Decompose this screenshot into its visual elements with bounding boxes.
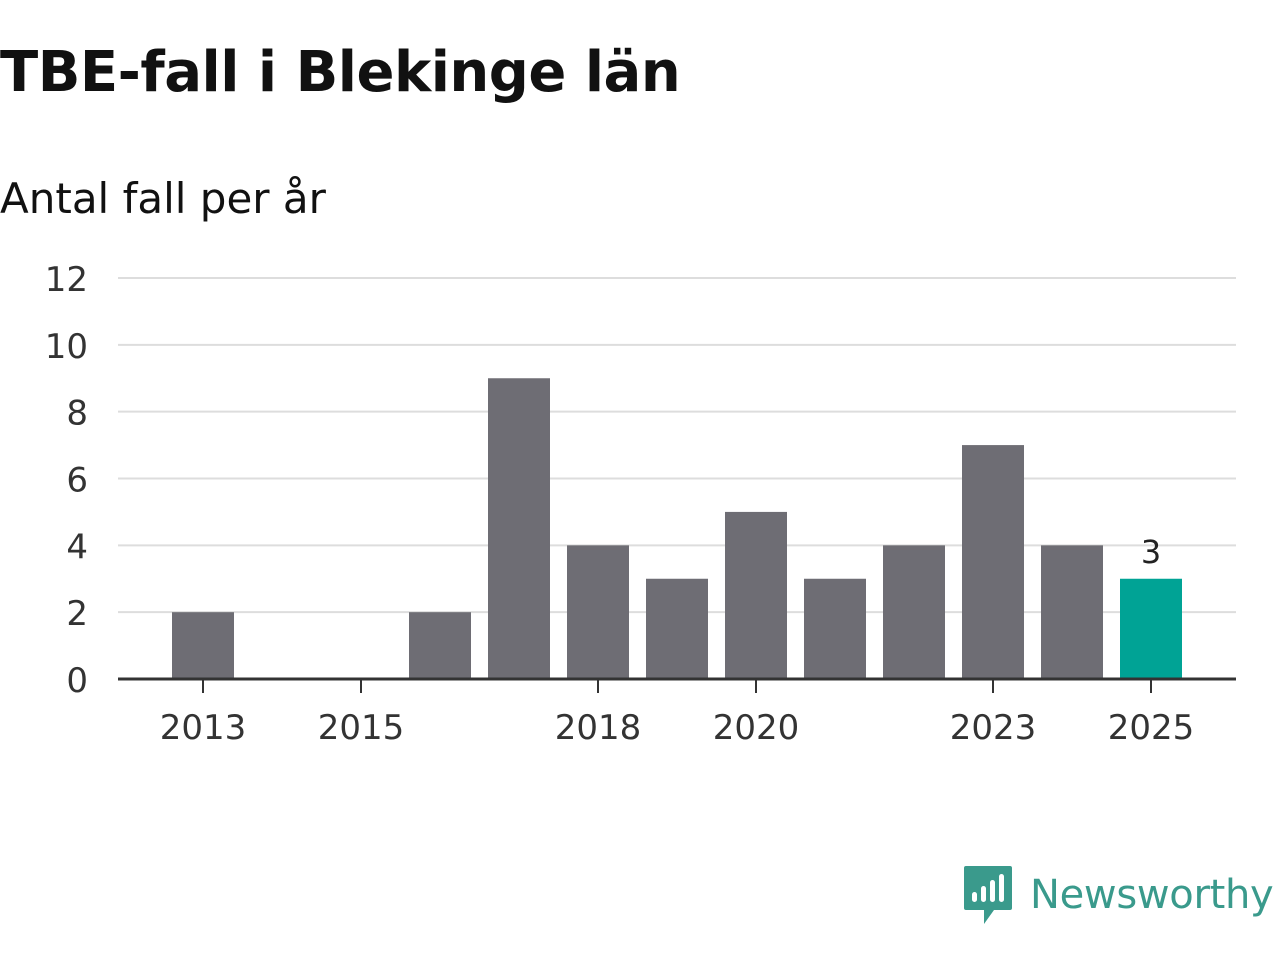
brand[interactable]: Newsworthy xyxy=(962,862,1274,928)
data-labels: 3 xyxy=(1141,533,1161,571)
x-tick-label: 2020 xyxy=(713,708,800,748)
newsworthy-logo-icon xyxy=(964,866,1012,924)
brand-name: Newsworthy xyxy=(1030,872,1274,918)
y-tick-label: 6 xyxy=(66,461,88,501)
y-tick-label: 8 xyxy=(66,394,88,434)
bar-2016 xyxy=(409,612,471,679)
x-tick-label: 2023 xyxy=(950,708,1037,748)
bar-2025 xyxy=(1120,578,1182,679)
bar-2018 xyxy=(567,545,629,679)
x-tick-label: 2013 xyxy=(160,708,247,748)
y-tick-label: 0 xyxy=(66,661,88,701)
bar-2020 xyxy=(725,511,787,679)
bar-2021 xyxy=(804,578,866,679)
bar-2019 xyxy=(646,578,708,679)
data-label: 3 xyxy=(1141,533,1161,571)
x-axis-ticks: 2013 2015 2018 2020 2023 2025 xyxy=(160,679,1195,748)
y-tick-label: 12 xyxy=(45,260,88,300)
bar-2013 xyxy=(172,612,234,679)
chart-subtitle: Antal fall per år xyxy=(0,174,326,223)
bars xyxy=(172,378,1182,679)
bar-2024 xyxy=(1041,545,1103,679)
y-tick-label: 4 xyxy=(66,527,88,567)
y-axis-ticks: 0 2 4 6 8 10 12 xyxy=(45,260,88,701)
y-tick-label: 2 xyxy=(66,594,88,634)
x-tick-label: 2025 xyxy=(1108,708,1195,748)
x-tick-label: 2018 xyxy=(555,708,642,748)
chart-title: TBE-fall i Blekinge län xyxy=(0,40,681,105)
x-tick-label: 2015 xyxy=(318,708,405,748)
bar-2017 xyxy=(488,378,550,679)
y-tick-label: 10 xyxy=(45,327,88,367)
bar-2023 xyxy=(962,445,1024,679)
bar-2022 xyxy=(883,545,945,679)
